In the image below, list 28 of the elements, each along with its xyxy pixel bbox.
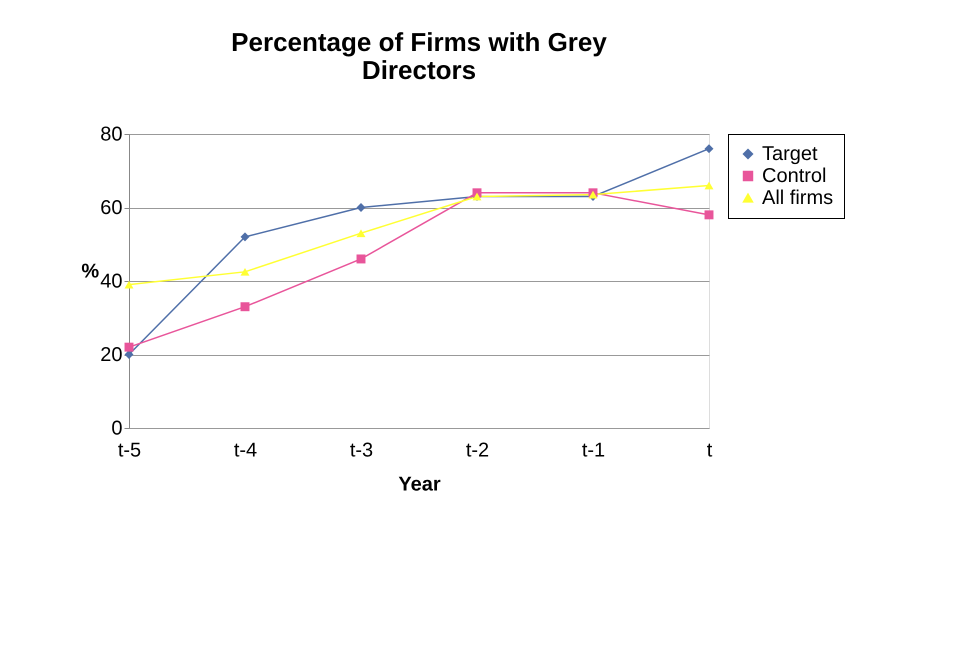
y-tick-label: 40 <box>100 270 122 292</box>
x-tick-label: t <box>706 440 713 462</box>
chart-title: Percentage of Firms with Grey Directors <box>231 27 608 85</box>
point <box>356 254 366 264</box>
y-tick-label: 60 <box>100 197 122 219</box>
point <box>240 268 250 276</box>
x-axis-title: Year <box>398 474 441 496</box>
point <box>124 342 134 352</box>
x-tick-label: t-5 <box>118 440 142 462</box>
x-tick-label: t-1 <box>582 440 606 462</box>
legend-label: Target <box>762 143 818 165</box>
point <box>704 144 714 154</box>
x-tick-label: t-2 <box>466 440 490 462</box>
y-tick-label: 20 <box>100 344 122 366</box>
legend-label: Control <box>762 165 826 187</box>
point <box>356 229 366 238</box>
legend-label: All firms <box>762 187 834 209</box>
point <box>704 210 714 220</box>
point <box>240 232 250 242</box>
point <box>124 280 134 289</box>
y-tick-label: 0 <box>111 418 122 440</box>
point <box>704 182 714 190</box>
point <box>356 203 366 212</box>
x-tick-label: t-3 <box>350 440 374 462</box>
x-tick-label: t-4 <box>234 440 258 462</box>
y-tick-label: 80 <box>100 124 122 146</box>
point <box>240 302 250 312</box>
y-axis-title: % <box>81 260 100 282</box>
